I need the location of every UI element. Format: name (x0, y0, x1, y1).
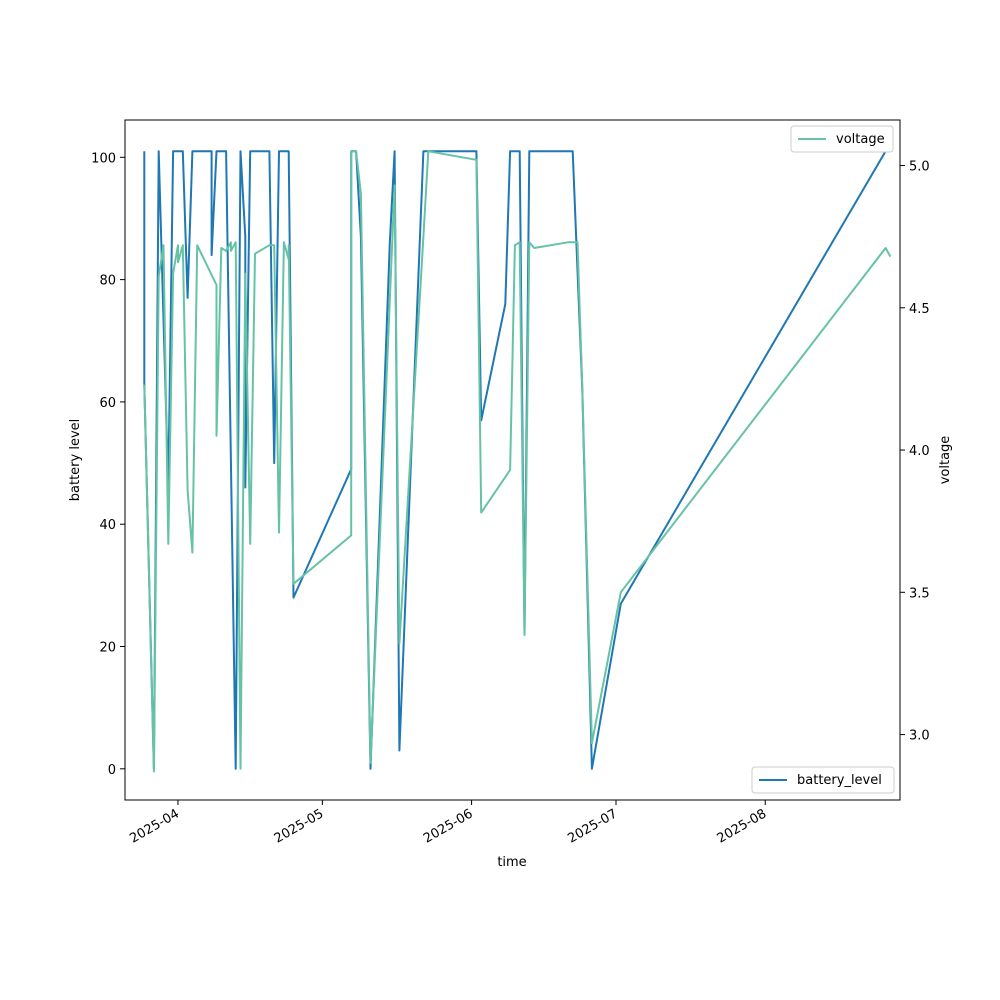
series-line-battery-level (143, 150, 887, 770)
y-tick-label: 60 (99, 396, 116, 411)
y2-tick-label: 3.0 (909, 729, 930, 744)
y-axis-left: 0 20 40 60 80 100 (91, 151, 125, 778)
y-tick-label: 80 (99, 274, 116, 289)
y-axis-right: 3.0 3.5 4.0 4.5 5.0 (900, 160, 930, 744)
plot-frame (124, 119, 901, 801)
series-line-voltage (143, 150, 892, 773)
legend-battery-level-box (751, 766, 895, 794)
legend-battery-level: battery_level (751, 766, 895, 794)
legend-voltage-label: voltage (836, 132, 885, 147)
x-axis-label: time (497, 855, 526, 870)
legend-battery-level-label: battery_level (797, 773, 882, 788)
legend-voltage-box (790, 125, 894, 153)
y2-tick-label: 4.0 (909, 444, 930, 459)
plot-lines (143, 150, 892, 773)
y2-tick-label: 3.5 (909, 586, 930, 601)
y-tick-label: 100 (91, 151, 116, 166)
y2-tick-label: 4.5 (909, 302, 930, 317)
y-tick-label: 20 (99, 641, 116, 656)
legend-voltage: voltage (790, 125, 894, 153)
y-axis-label: battery level (68, 419, 83, 502)
y-tick-label: 40 (99, 518, 116, 533)
y2-axis-label: voltage (938, 436, 953, 485)
y-tick-label: 0 (108, 763, 116, 778)
y2-tick-label: 5.0 (909, 160, 930, 175)
